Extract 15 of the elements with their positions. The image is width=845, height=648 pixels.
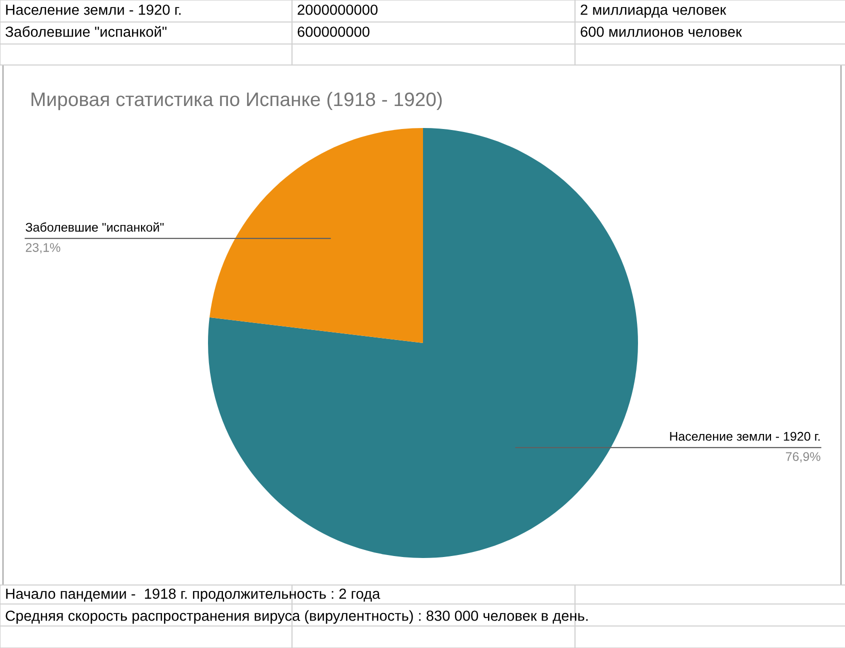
chart-title: Мировая статистика по Испанке (1918 - 1920) bbox=[32, 92, 442, 110]
pie-slice bbox=[210, 128, 423, 343]
text: 2 миллиарда человек bbox=[580, 4, 726, 18]
text: Средняя скорость распространения вируса (вирулентность) : 830 000 человек в день. bbox=[6, 610, 588, 624]
pie-slice bbox=[208, 128, 638, 558]
text: Население земли - 1920 г. bbox=[6, 4, 181, 15]
data-label: 23,1% bbox=[26, 243, 60, 254]
slice-label: Население земли - 1920 г. bbox=[670, 432, 820, 441]
text: Начало пандемии - 1918 г. продолжительность : 2 года bbox=[6, 588, 380, 602]
data-label: 76,9% bbox=[786, 452, 820, 462]
text: Заболевшие "испанкой" bbox=[5, 26, 166, 37]
text: 2000000000 bbox=[298, 4, 378, 15]
slice-label: Заболевшие "испанкой" bbox=[26, 222, 164, 232]
text: 600000000 bbox=[298, 26, 370, 37]
text: 600 миллионов человек bbox=[580, 26, 742, 37]
